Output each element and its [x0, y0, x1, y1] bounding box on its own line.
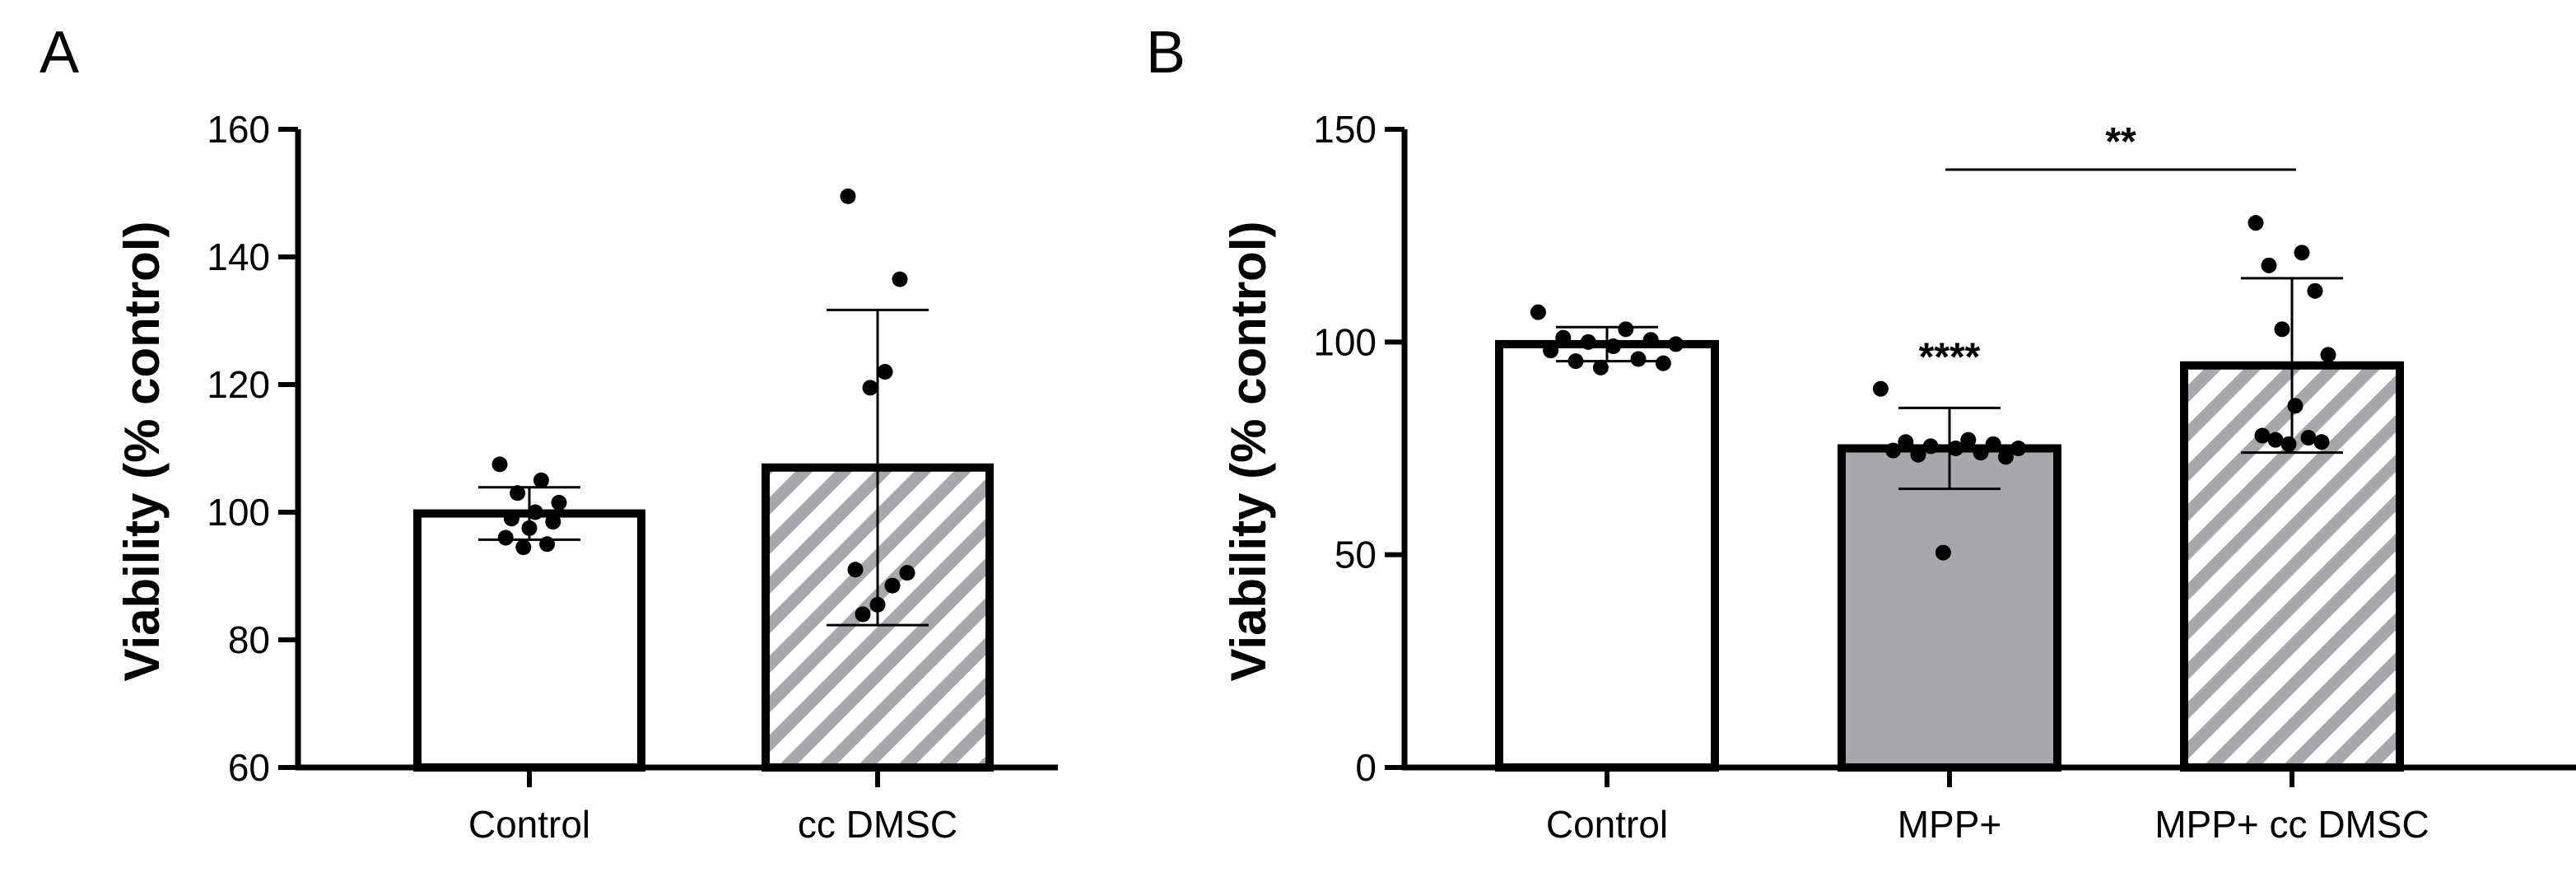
data-point — [840, 188, 856, 204]
data-point — [869, 596, 886, 613]
data-point — [2248, 215, 2264, 231]
data-point — [515, 539, 532, 556]
data-point — [521, 520, 538, 536]
data-point — [503, 511, 519, 527]
data-point — [847, 562, 864, 578]
x-tick-label: MPP+ — [1898, 803, 2002, 846]
data-point — [2010, 441, 2027, 456]
data-point — [527, 504, 543, 520]
panel-b: B Viability (% control) 0 50 100 150 Control… — [1146, 20, 2576, 846]
bar-control — [413, 509, 645, 772]
data-point — [545, 514, 561, 530]
bar-mpp- — [1838, 444, 2061, 772]
data-point — [1630, 351, 1647, 367]
data-point — [1543, 343, 1559, 359]
y-axis-title-b: Viability (% control) — [1221, 222, 1276, 682]
data-point — [1935, 544, 1951, 561]
data-point — [1530, 304, 1546, 320]
bar-control — [1495, 339, 1719, 772]
data-point — [2300, 430, 2317, 446]
data-point — [1973, 445, 1989, 461]
x-tick-label: cc DMSC — [798, 803, 957, 846]
data-point — [892, 271, 908, 287]
data-point — [862, 380, 878, 396]
data-point — [1885, 442, 1902, 459]
data-point — [2274, 321, 2290, 338]
panel-a: A Viability (% control) 60 80 100 120 140 160… — [40, 20, 1058, 846]
data-point — [1997, 449, 2014, 465]
data-point — [2313, 434, 2330, 450]
data-point — [1985, 436, 2001, 452]
y-tick-label: 160 — [207, 108, 270, 151]
data-point — [1618, 321, 1634, 338]
data-point — [2287, 398, 2303, 414]
data-point — [2320, 347, 2336, 363]
data-point — [1642, 332, 1659, 348]
data-point — [2294, 245, 2310, 261]
data-point — [1580, 334, 1596, 350]
data-point — [1668, 336, 1684, 352]
data-point — [2307, 282, 2323, 299]
y-tick-label: 150 — [1313, 108, 1377, 151]
y-tick-label: 60 — [228, 746, 270, 789]
y-tick-label: 100 — [207, 491, 270, 534]
data-point — [2280, 436, 2297, 452]
significance-label: **** — [1919, 335, 1981, 379]
y-tick-label: 140 — [207, 236, 270, 278]
data-point — [2267, 432, 2284, 448]
data-point — [1555, 329, 1572, 346]
y-tick-label: 120 — [207, 363, 270, 406]
plot-area-a: 60 80 100 120 140 160 Control cc DMSC — [207, 108, 1058, 846]
significance-label: ** — [2105, 120, 2136, 164]
data-point — [533, 472, 549, 488]
data-point — [2254, 427, 2271, 444]
data-point — [899, 565, 915, 581]
data-point — [2261, 257, 2277, 273]
data-point — [884, 577, 901, 594]
data-point — [1872, 380, 1889, 397]
x-tick-label: MPP+ cc DMSC — [2154, 803, 2429, 846]
data-point — [855, 606, 871, 623]
data-point — [551, 494, 567, 511]
data-point — [1960, 432, 1977, 448]
panel-letter-a: A — [40, 20, 79, 86]
data-point — [491, 456, 508, 473]
y-tick-label: 50 — [1335, 534, 1377, 576]
data-point — [1898, 434, 1914, 450]
panel-letter-b: B — [1146, 20, 1186, 86]
data-point — [497, 529, 514, 546]
y-tick-label: 100 — [1313, 320, 1377, 363]
data-point — [1655, 355, 1671, 371]
data-point — [539, 536, 556, 553]
data-point — [1592, 359, 1609, 376]
data-point — [1948, 441, 1964, 456]
y-tick-label: 0 — [1355, 746, 1377, 789]
data-point — [1605, 338, 1622, 354]
data-point — [1922, 438, 1939, 455]
data-point — [877, 364, 893, 380]
y-axis-title-a: Viability (% control) — [114, 222, 170, 682]
data-point — [1910, 446, 1926, 463]
data-point — [510, 485, 526, 501]
data-point — [1567, 353, 1584, 370]
x-tick-label: Control — [468, 803, 590, 846]
y-tick-label: 80 — [228, 618, 270, 661]
x-tick-label: Control — [1546, 803, 1668, 846]
